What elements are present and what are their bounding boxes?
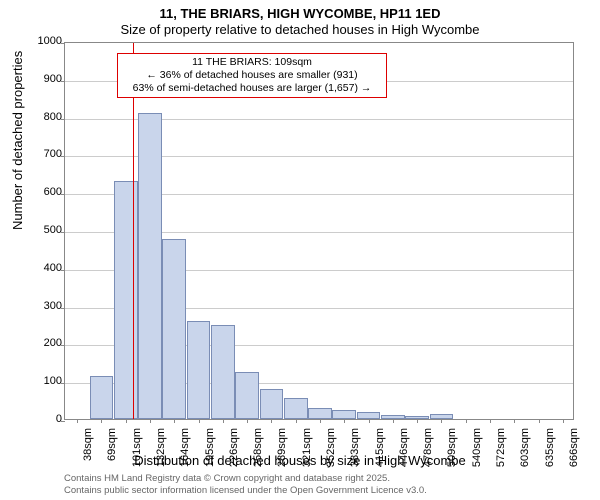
histogram-bar	[90, 376, 114, 419]
histogram-bar	[187, 321, 211, 419]
y-tick-label: 100	[22, 375, 62, 387]
x-tick-mark	[199, 419, 200, 423]
histogram-bar	[211, 325, 235, 420]
x-tick-mark	[417, 419, 418, 423]
y-tick-label: 700	[22, 148, 62, 160]
y-tick-label: 300	[22, 300, 62, 312]
x-tick-mark	[441, 419, 442, 423]
annotation-line1: 11 THE BRIARS: 109sqm	[124, 56, 380, 69]
x-tick-mark	[344, 419, 345, 423]
x-tick-mark	[223, 419, 224, 423]
y-tick-label: 0	[22, 413, 62, 425]
property-marker-line	[133, 43, 134, 419]
x-tick-mark	[320, 419, 321, 423]
y-tick-label: 800	[22, 111, 62, 123]
y-tick-label: 600	[22, 186, 62, 198]
x-tick-mark	[101, 419, 102, 423]
title-block: 11, THE BRIARS, HIGH WYCOMBE, HP11 1ED S…	[0, 0, 600, 37]
y-tick-label: 200	[22, 337, 62, 349]
footer-line1: Contains HM Land Registry data © Crown c…	[64, 473, 427, 484]
annotation-line3: 63% of semi-detached houses are larger (…	[124, 82, 380, 95]
chart-container: 11, THE BRIARS, HIGH WYCOMBE, HP11 1ED S…	[0, 0, 600, 500]
chart-plot-area: 11 THE BRIARS: 109sqm← 36% of detached h…	[64, 42, 574, 420]
x-tick-mark	[369, 419, 370, 423]
histogram-bar	[284, 398, 308, 419]
x-tick-mark	[77, 419, 78, 423]
x-tick-mark	[393, 419, 394, 423]
x-tick-mark	[271, 419, 272, 423]
x-tick-mark	[296, 419, 297, 423]
footer-line2: Contains public sector information licen…	[64, 485, 427, 496]
title-sub: Size of property relative to detached ho…	[0, 22, 600, 37]
y-tick-label: 500	[22, 224, 62, 236]
histogram-bar	[357, 412, 381, 419]
x-tick-mark	[126, 419, 127, 423]
histogram-bar	[162, 239, 186, 419]
x-axis-label: Distribution of detached houses by size …	[0, 453, 600, 468]
histogram-bar	[332, 410, 356, 419]
x-tick-mark	[174, 419, 175, 423]
annotation-box: 11 THE BRIARS: 109sqm← 36% of detached h…	[117, 53, 387, 98]
y-tick-label: 1000	[22, 35, 62, 47]
histogram-bar	[308, 408, 332, 419]
x-tick-mark	[539, 419, 540, 423]
x-tick-mark	[150, 419, 151, 423]
title-main: 11, THE BRIARS, HIGH WYCOMBE, HP11 1ED	[0, 6, 600, 21]
annotation-line2: ← 36% of detached houses are smaller (93…	[124, 69, 380, 82]
x-tick-mark	[514, 419, 515, 423]
histogram-bar	[260, 389, 284, 419]
x-tick-mark	[247, 419, 248, 423]
x-tick-mark	[490, 419, 491, 423]
histogram-bar	[235, 372, 259, 419]
histogram-bar	[138, 113, 162, 419]
y-tick-label: 400	[22, 262, 62, 274]
y-tick-label: 900	[22, 73, 62, 85]
footer-attribution: Contains HM Land Registry data © Crown c…	[64, 473, 427, 496]
x-tick-mark	[466, 419, 467, 423]
x-tick-mark	[563, 419, 564, 423]
